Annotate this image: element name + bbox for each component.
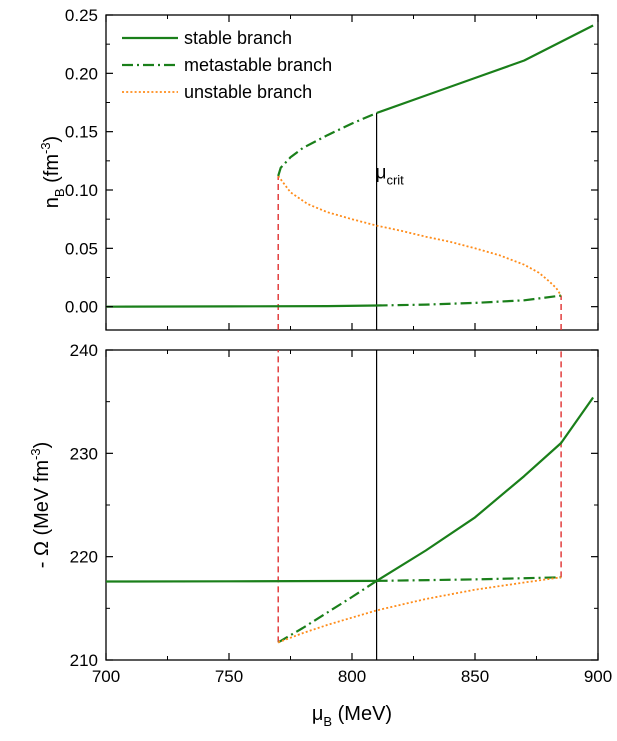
bottom-panel: 700 750 800 850 900 210 220 230 240 - Ω (MeV fm-… [28,341,612,729]
top-y-tick-label: 0.10 [65,181,98,200]
bottom-plot-frame [105,349,599,661]
bottom-series-stable-low [105,579,377,583]
top-series [105,24,594,308]
bottom-ticks: 700 750 800 850 900 210 220 230 240 [70,341,613,686]
x-tick-label: 800 [338,667,366,686]
bottom-y-tick-label: 230 [70,444,98,463]
bottom-series-unstable [277,576,562,644]
top-y-tick-label: 0.05 [65,239,98,258]
x-tick-label: 750 [215,667,243,686]
top-plot-frame [105,14,599,331]
top-ticks: 0.00 0.05 0.10 0.15 0.20 0.25 [65,6,599,330]
mu-crit-annotation: μcrit [376,163,405,188]
bottom-y-tick-label: 220 [70,548,98,567]
top-series-stable-high [376,24,594,115]
top-y-tick-label: 0.25 [65,6,98,25]
bottom-y-axis-title: - Ω (MeV fm-3) [28,442,53,569]
bottom-series-meta-high [277,579,378,644]
mu-crit-main: μ [376,163,387,184]
top-y-axis-title: nB (fm-3) [38,136,67,208]
top-y-tick-label: 0.15 [65,123,98,142]
top-series-stable-low [105,304,377,308]
bottom-series-meta-low [376,576,562,582]
top-series-unstable [277,175,562,297]
bottom-vlines [277,350,562,660]
mu-crit-sub: crit [386,173,404,188]
x-tick-label: 850 [461,667,489,686]
legend-label: metastable branch [184,55,332,75]
bottom-series [105,396,594,644]
bottom-y-tick-label: 210 [70,651,98,670]
x-tick-label: 900 [584,667,612,686]
top-vlines [277,113,562,330]
x-axis-title: μB (MeV) [312,703,392,729]
top-y-tick-label: 0.00 [65,298,98,317]
bottom-series-stable-high [376,396,594,582]
top-series-meta-low [376,294,562,307]
top-panel: 0.00 0.05 0.10 0.15 0.20 0.25 stable branch me… [38,6,599,331]
top-legend: stable branch metastable branch unstable b… [122,28,332,102]
bottom-y-tick-label: 240 [70,341,98,360]
top-series-meta-high [277,111,378,177]
legend-label: stable branch [184,28,292,48]
legend-label: unstable branch [184,82,312,102]
x-tick-label: 700 [92,667,120,686]
top-y-tick-label: 0.20 [65,64,98,83]
